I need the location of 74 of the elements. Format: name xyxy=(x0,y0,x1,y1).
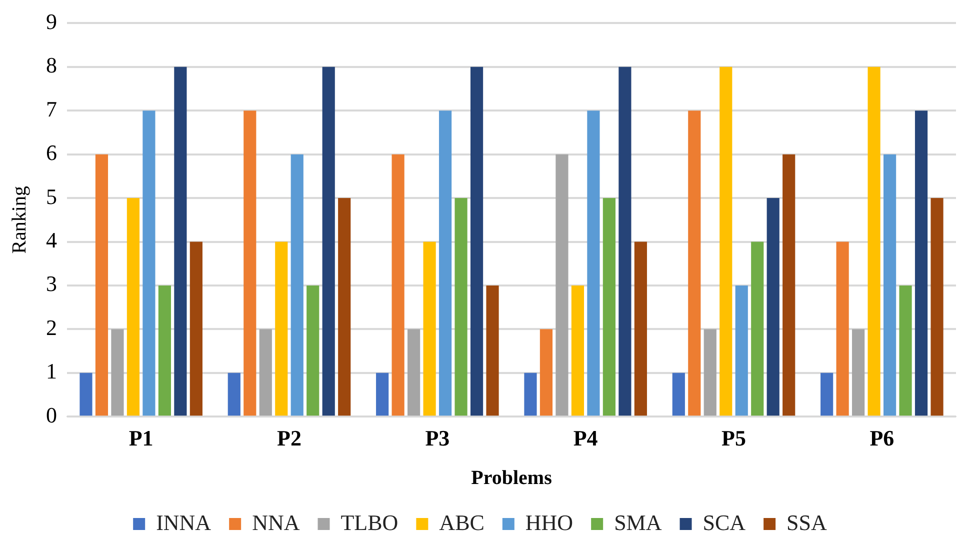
y-tick-label: 8 xyxy=(46,52,57,78)
bar xyxy=(852,329,865,416)
bar xyxy=(540,329,553,416)
bar xyxy=(322,66,335,416)
bar xyxy=(704,329,716,416)
x-axis-title: Problems xyxy=(471,467,552,490)
bar xyxy=(672,372,685,416)
legend-label: INNA xyxy=(156,510,212,535)
y-tick-label: 3 xyxy=(46,271,57,296)
legend-label: NNA xyxy=(252,510,300,535)
y-tick-label: 5 xyxy=(46,184,57,209)
bar xyxy=(556,154,568,416)
y-tick-label: 0 xyxy=(46,402,57,428)
bar xyxy=(259,329,272,416)
bar xyxy=(618,66,632,416)
x-tick-label: P5 xyxy=(722,425,746,450)
bar xyxy=(80,372,92,416)
bar xyxy=(376,372,389,416)
bar xyxy=(95,154,108,416)
bar xyxy=(228,372,240,416)
bar xyxy=(470,66,484,416)
bar xyxy=(158,285,171,416)
bar xyxy=(766,198,780,416)
y-tick-label: 7 xyxy=(46,96,57,122)
bar xyxy=(306,285,320,416)
bar xyxy=(454,198,468,416)
bar xyxy=(836,242,849,416)
bar xyxy=(190,242,202,416)
bar xyxy=(930,198,944,416)
y-tick-label: 1 xyxy=(46,358,57,384)
x-tick-label: P2 xyxy=(277,425,302,450)
bar xyxy=(423,242,436,416)
y-tick-label: 4 xyxy=(46,228,57,253)
bar xyxy=(275,242,288,416)
bar xyxy=(634,242,647,416)
bar xyxy=(486,285,499,416)
bar xyxy=(587,110,600,416)
y-axis-title: Ranking xyxy=(8,186,30,254)
bar xyxy=(735,285,748,416)
y-tick-label: 6 xyxy=(46,140,57,166)
bar xyxy=(720,66,732,416)
legend-label: SMA xyxy=(614,510,662,535)
bar xyxy=(392,154,404,416)
bar xyxy=(782,154,796,416)
x-tick-label: P3 xyxy=(425,425,450,450)
bar xyxy=(820,372,834,416)
bar xyxy=(290,154,304,416)
legend-label: TLBO xyxy=(340,510,398,535)
bar xyxy=(438,110,452,416)
bar xyxy=(111,329,124,416)
bar xyxy=(244,110,256,416)
legend-label: ABC xyxy=(439,510,484,535)
bar xyxy=(899,285,912,416)
x-tick-label: P4 xyxy=(573,425,598,450)
bar xyxy=(174,66,187,416)
x-tick-label: P6 xyxy=(870,425,894,450)
bar xyxy=(338,198,351,416)
legend-label: SCA xyxy=(702,510,746,535)
bar xyxy=(883,154,896,416)
bar xyxy=(914,110,928,416)
bar xyxy=(524,372,537,416)
bar xyxy=(571,285,584,416)
bar xyxy=(602,198,616,416)
bar xyxy=(751,242,764,416)
bar xyxy=(868,66,880,416)
bar xyxy=(126,198,140,416)
bar xyxy=(688,110,701,416)
x-tick-label: P1 xyxy=(128,425,154,450)
y-tick-label: 9 xyxy=(46,8,57,34)
y-tick-label: 2 xyxy=(46,314,57,340)
bar xyxy=(142,110,156,416)
legend-label: SSA xyxy=(786,510,828,535)
bar xyxy=(408,329,420,416)
legend-label: HHO xyxy=(525,510,574,535)
